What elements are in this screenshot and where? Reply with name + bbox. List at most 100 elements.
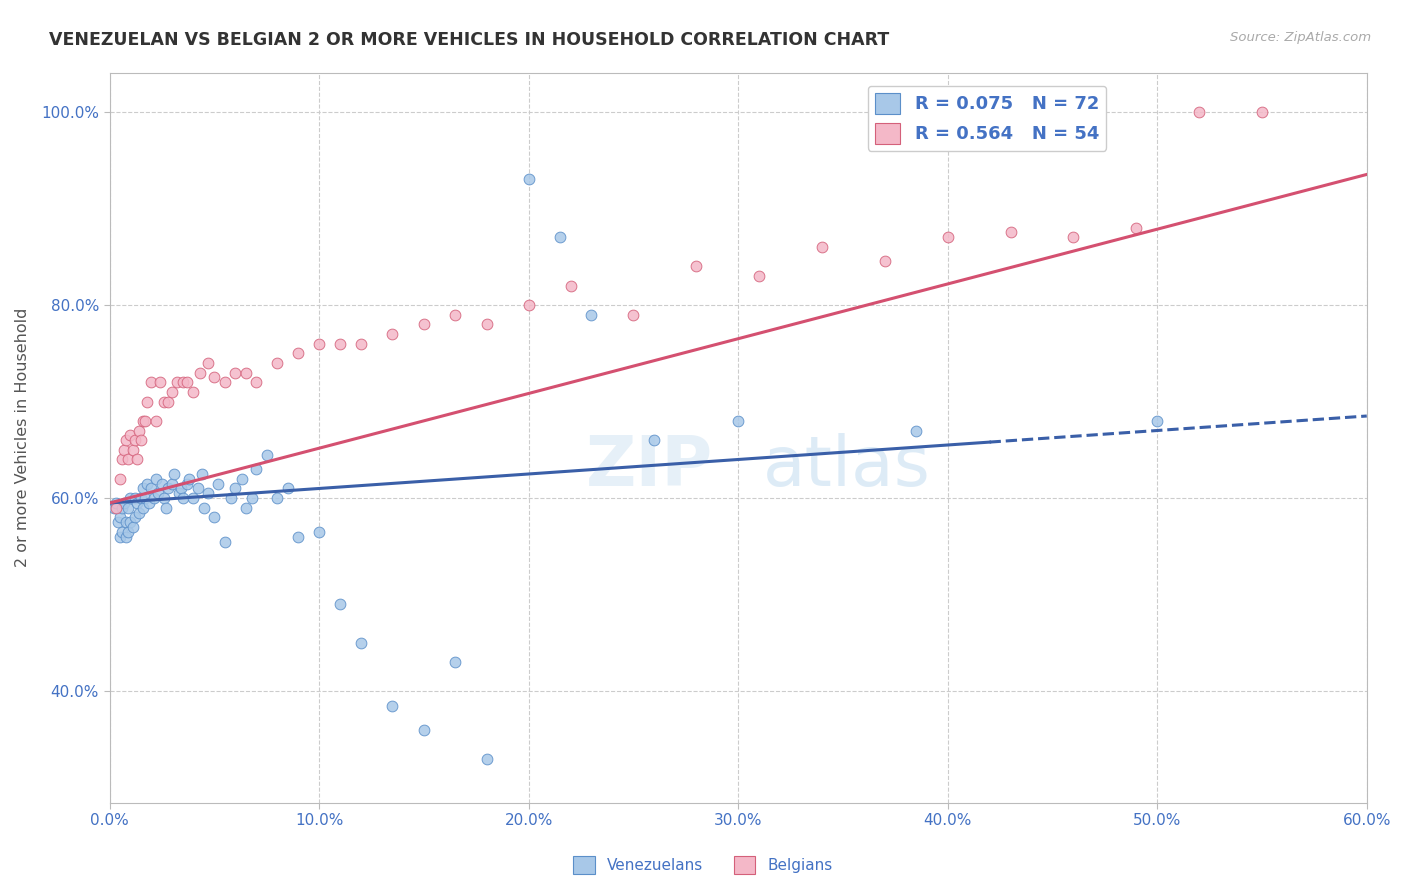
Point [186, 482, 208, 496]
Legend: Venezuelans, Belgians: Venezuelans, Belgians [567, 850, 839, 880]
Point [214, 375, 236, 389]
Point [329, 598, 352, 612]
Point [138, 496, 160, 510]
Point [560, 278, 582, 293]
Point [581, 308, 603, 322]
Point [170, 482, 193, 496]
Point [132, 500, 155, 515]
Point [266, 356, 288, 370]
Y-axis label: 2 or more Vehicles in Household: 2 or more Vehicles in Household [15, 308, 30, 567]
Point [146, 486, 169, 500]
Point [142, 491, 165, 505]
Point [153, 394, 176, 409]
Point [245, 462, 267, 476]
Point [517, 298, 540, 312]
Point [548, 230, 571, 244]
Point [190, 467, 212, 481]
Point [120, 491, 142, 505]
Point [475, 752, 498, 766]
Point [115, 516, 138, 530]
Point [132, 482, 155, 496]
Point [134, 491, 156, 505]
Point [308, 524, 330, 539]
Point [905, 424, 928, 438]
Text: Source: ZipAtlas.com: Source: ZipAtlas.com [1230, 31, 1371, 45]
Point [188, 366, 211, 380]
Point [167, 486, 190, 500]
Point [104, 500, 127, 515]
Point [287, 530, 309, 544]
Point [117, 452, 139, 467]
Point [231, 472, 253, 486]
Point [1125, 220, 1147, 235]
Point [104, 496, 127, 510]
Point [103, 500, 125, 515]
Point [287, 346, 309, 360]
Point [235, 366, 257, 380]
Point [475, 317, 498, 331]
Point [350, 636, 373, 650]
Point [517, 172, 540, 186]
Point [727, 414, 749, 428]
Point [266, 491, 288, 505]
Point [111, 524, 134, 539]
Point [117, 524, 139, 539]
Point [141, 375, 163, 389]
Point [157, 394, 180, 409]
Point [350, 336, 373, 351]
Point [166, 375, 188, 389]
Point [202, 510, 225, 524]
Text: atlas: atlas [763, 434, 931, 500]
Point [128, 506, 150, 520]
Point [128, 424, 150, 438]
Point [444, 656, 467, 670]
Point [129, 491, 152, 505]
Point [155, 500, 177, 515]
Point [141, 482, 163, 496]
Point [108, 530, 131, 544]
Point [172, 491, 194, 505]
Point [112, 442, 135, 457]
Point [129, 433, 152, 447]
Point [685, 259, 707, 273]
Point [381, 326, 404, 341]
Point [329, 336, 352, 351]
Point [115, 530, 138, 544]
Text: ZIP: ZIP [586, 434, 713, 500]
Point [136, 394, 159, 409]
Point [136, 476, 159, 491]
Point [643, 433, 665, 447]
Legend: R = 0.075   N = 72, R = 0.564   N = 54: R = 0.075 N = 72, R = 0.564 N = 54 [868, 86, 1107, 151]
Point [1062, 230, 1084, 244]
Point [183, 491, 205, 505]
Point [153, 491, 176, 505]
Point [207, 476, 229, 491]
Point [176, 476, 198, 491]
Point [117, 500, 139, 515]
Point [145, 414, 167, 428]
Point [381, 698, 404, 713]
Point [120, 428, 142, 442]
Point [112, 496, 135, 510]
Point [214, 534, 236, 549]
Point [162, 384, 184, 399]
Point [179, 472, 201, 486]
Point [219, 491, 242, 505]
Point [108, 472, 131, 486]
Point [163, 467, 186, 481]
Point [224, 482, 246, 496]
Point [277, 482, 299, 496]
Point [183, 384, 205, 399]
Point [124, 433, 146, 447]
Point [444, 308, 467, 322]
Point [224, 366, 246, 380]
Point [149, 375, 172, 389]
Point [1188, 104, 1211, 119]
Point [125, 452, 148, 467]
Point [157, 482, 180, 496]
Point [240, 491, 263, 505]
Point [120, 516, 142, 530]
Point [176, 375, 198, 389]
Point [150, 476, 173, 491]
Point [125, 496, 148, 510]
